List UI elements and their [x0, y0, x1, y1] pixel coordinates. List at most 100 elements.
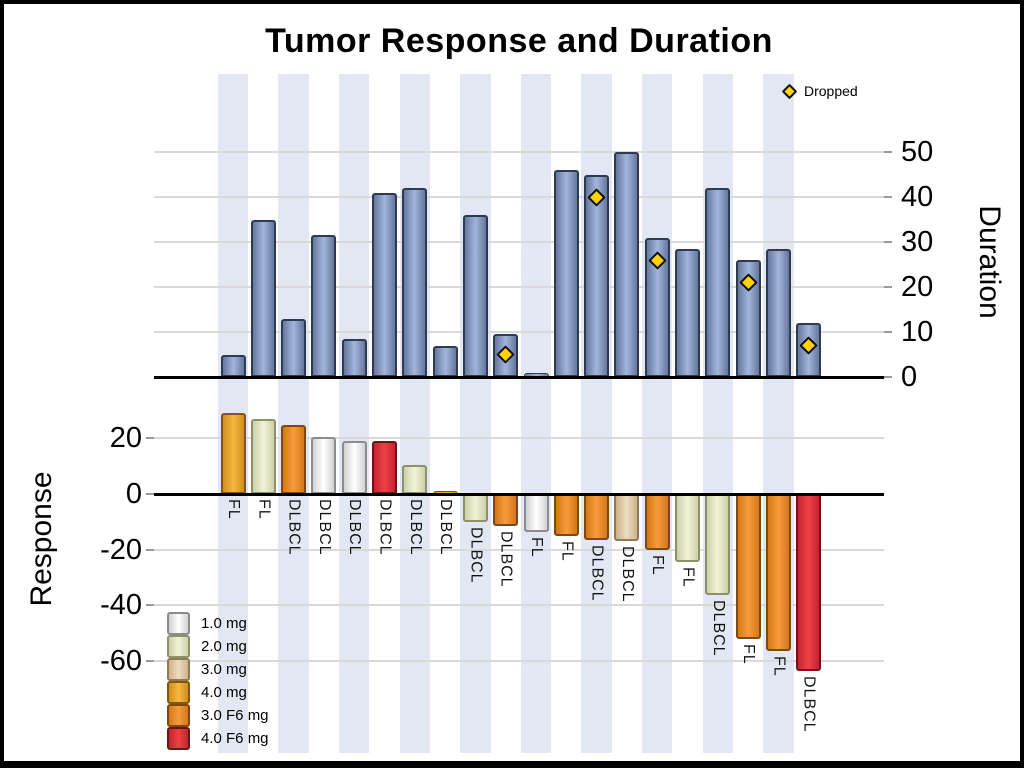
column-stripe	[399, 74, 430, 753]
response-bar[interactable]	[796, 494, 822, 671]
dose-legend-label: 4.0 F6 mg	[201, 730, 269, 747]
dose-legend-label: 3.0 mg	[201, 661, 247, 678]
response-tick-label: 20	[109, 422, 142, 455]
duration-axis-title: Duration	[973, 205, 1006, 319]
response-tick-mark	[146, 659, 154, 662]
patient-type-label: FL	[558, 540, 576, 562]
duration-tick-mark	[884, 196, 892, 198]
duration-tick-mark	[884, 286, 892, 288]
response-tick-mark	[146, 493, 154, 495]
column-stripe	[702, 74, 733, 753]
patient-type-label: FL	[770, 656, 788, 677]
patient-type-label: FL	[679, 567, 697, 588]
patient-type-label: DLBCL	[315, 499, 333, 556]
response-bar[interactable]	[281, 424, 307, 494]
response-bar[interactable]	[341, 441, 367, 494]
dose-legend-item: 3.0 F6 mg	[167, 704, 269, 727]
response-tick-label: -20	[100, 533, 142, 566]
dose-legend-label: 4.0 mg	[201, 684, 247, 701]
response-bar[interactable]	[584, 494, 610, 540]
patient-type-label: DLBCL	[376, 499, 394, 556]
duration-tick-label: 0	[901, 361, 918, 393]
response-bar[interactable]	[493, 494, 519, 526]
dose-legend-item: 2.0 mg	[167, 635, 269, 658]
duration-bar[interactable]	[281, 318, 307, 377]
dose-swatch-icon	[167, 635, 190, 658]
duration-tick-label: 40	[901, 181, 934, 213]
duration-bar[interactable]	[432, 345, 458, 377]
duration-bar[interactable]	[462, 215, 488, 377]
dose-legend-item: 4.0 F6 mg	[167, 727, 269, 750]
column-stripe	[460, 74, 491, 753]
duration-tick-label: 10	[901, 316, 934, 348]
response-tick-label: -60	[100, 644, 142, 677]
response-bar[interactable]	[311, 437, 337, 494]
response-bar[interactable]	[402, 464, 428, 494]
patient-type-label: DLBCL	[467, 526, 485, 584]
dose-legend: 1.0 mg 2.0 mg 3.0 mg 4.0 mg 3.0 F6 mg 4.0 F6 …	[167, 612, 269, 750]
dose-legend-item: 1.0 mg	[167, 612, 269, 635]
duration-bar[interactable]	[250, 219, 276, 377]
response-bar[interactable]	[614, 494, 640, 542]
patient-type-label: DLBCL	[709, 600, 727, 658]
duration-bar[interactable]	[372, 192, 397, 377]
response-bar[interactable]	[553, 494, 579, 536]
duration-tick-label: 30	[901, 226, 934, 258]
response-bar[interactable]	[462, 494, 488, 522]
response-bar[interactable]	[372, 441, 397, 494]
patient-type-label: DLBCL	[285, 499, 303, 556]
response-bar[interactable]	[644, 494, 670, 550]
patient-type-label: FL	[225, 499, 242, 520]
column-stripe	[642, 74, 673, 753]
patient-type-label: DLBCL	[618, 546, 636, 603]
response-bar[interactable]	[250, 418, 276, 494]
response-bar[interactable]	[765, 494, 791, 652]
duration-gridline	[154, 286, 884, 288]
patient-type-label: DLBCL	[346, 499, 364, 556]
duration-tick-label: 50	[901, 136, 934, 168]
duration-bar[interactable]	[553, 170, 579, 377]
duration-bar[interactable]	[614, 152, 640, 377]
response-tick-label: -40	[100, 589, 142, 622]
dose-swatch-icon	[167, 681, 190, 704]
response-bar[interactable]	[523, 494, 549, 532]
dose-legend-label: 2.0 mg	[201, 638, 247, 655]
bottom-axis-line	[4, 761, 1020, 764]
response-bar[interactable]	[705, 494, 731, 596]
response-gridline	[154, 548, 884, 551]
duration-tick-mark	[884, 376, 892, 378]
patient-type-label: DLBCL	[800, 675, 818, 733]
duration-gridline	[154, 331, 884, 333]
duration-gridline	[154, 241, 884, 243]
dose-legend-label: 3.0 F6 mg	[201, 707, 269, 724]
dose-swatch-icon	[167, 704, 190, 727]
dose-legend-label: 1.0 mg	[201, 615, 247, 632]
response-zero-axis	[154, 493, 884, 496]
duration-bar[interactable]	[675, 248, 700, 377]
duration-tick-mark	[884, 331, 892, 333]
response-gridline	[154, 604, 884, 607]
column-stripe	[763, 74, 794, 753]
patient-type-label: FL	[255, 499, 273, 520]
column-stripe	[339, 74, 370, 753]
response-gridline	[154, 659, 884, 662]
dose-legend-item: 3.0 mg	[167, 658, 269, 681]
duration-bar[interactable]	[311, 235, 337, 377]
duration-bar[interactable]	[765, 248, 791, 377]
patient-type-label: DLBCL	[497, 530, 515, 588]
patient-type-label: FL	[740, 643, 758, 665]
response-tick-mark	[146, 437, 154, 440]
response-bar[interactable]	[675, 494, 700, 563]
response-axis-title: Response	[25, 471, 58, 607]
duration-bar[interactable]	[402, 188, 428, 377]
response-bar[interactable]	[220, 413, 246, 494]
duration-bar[interactable]	[341, 338, 367, 377]
dropped-diamond-icon	[781, 83, 798, 99]
chart-title: Tumor Response and Duration	[265, 22, 773, 60]
dose-swatch-icon	[167, 612, 190, 635]
duration-tick-mark	[884, 241, 892, 243]
duration-bar[interactable]	[705, 188, 731, 377]
response-bar[interactable]	[735, 494, 761, 639]
duration-bar[interactable]	[220, 354, 246, 377]
